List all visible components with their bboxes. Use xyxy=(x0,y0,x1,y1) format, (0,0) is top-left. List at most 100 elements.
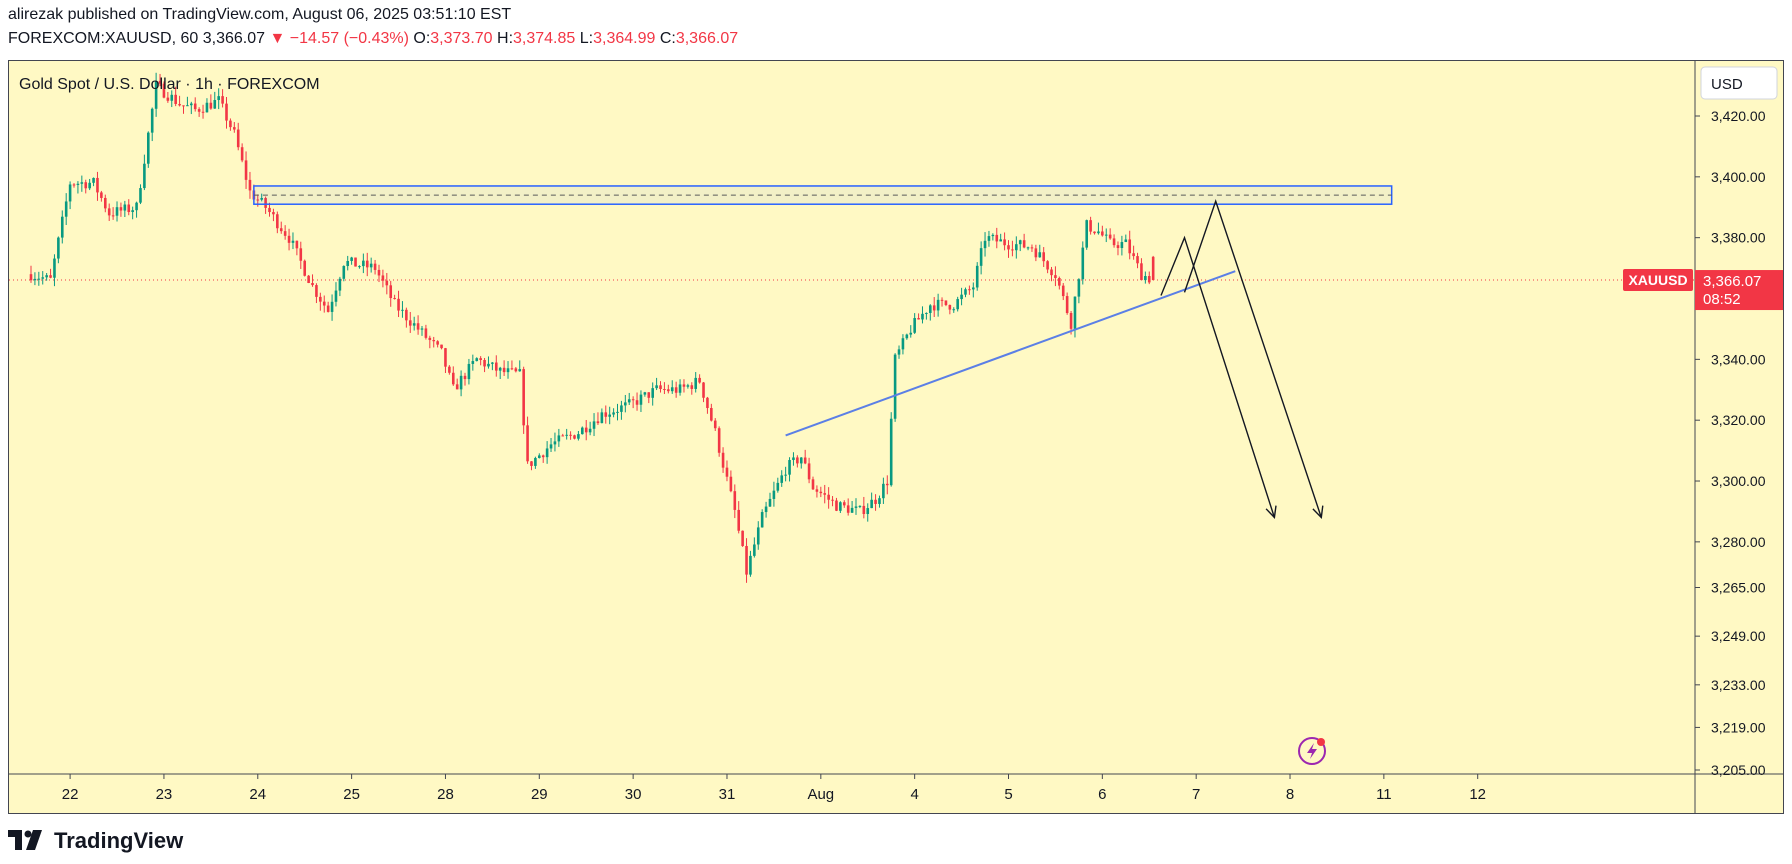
candle-body xyxy=(1061,285,1065,297)
candle-body xyxy=(518,369,522,372)
chart-frame[interactable]: 3,420.00 3,400.00 3,380.00 3,340.00 3,320.00… xyxy=(8,60,1784,814)
candle-body xyxy=(1116,245,1120,249)
currency-button[interactable]: USD xyxy=(1700,66,1778,100)
candle-body xyxy=(377,269,381,276)
candle-body xyxy=(358,266,361,268)
candle-body xyxy=(725,467,729,477)
candle-body xyxy=(444,348,447,367)
candle-body xyxy=(897,349,901,355)
x-tick-label: 4 xyxy=(910,786,918,803)
candle-body xyxy=(1042,252,1045,262)
candle-body xyxy=(604,412,608,417)
candle-body xyxy=(307,275,310,283)
candle-body xyxy=(972,287,975,290)
candle-body xyxy=(1089,220,1092,232)
candle-body xyxy=(823,493,827,495)
candle-body xyxy=(901,338,905,350)
close-value: 3,366.07 xyxy=(675,30,739,47)
published-line: alirezak published on TradingView.com, A… xyxy=(8,6,512,23)
candle-body xyxy=(854,506,858,508)
candle-body xyxy=(96,177,99,193)
candle-body xyxy=(964,289,967,295)
candle-body xyxy=(123,204,127,211)
candle-body xyxy=(917,318,920,320)
candle-body xyxy=(268,207,271,213)
candle-body xyxy=(365,260,369,268)
candle-body xyxy=(729,476,733,492)
x-tick-label: Aug xyxy=(807,786,834,803)
price-axis-background[interactable] xyxy=(1695,61,1783,774)
candle-body xyxy=(182,105,185,107)
candle-body xyxy=(506,368,510,373)
candle-body xyxy=(698,377,701,383)
candle-body xyxy=(784,474,787,476)
candle-body xyxy=(405,309,408,321)
candle-body xyxy=(1140,263,1143,281)
open-value: 3,373.70 xyxy=(430,30,493,47)
candle-body xyxy=(835,500,838,511)
candle-body xyxy=(260,198,263,200)
candle-body xyxy=(807,463,811,480)
candle-body xyxy=(201,111,205,113)
candle-body xyxy=(991,234,995,237)
candle-body xyxy=(76,183,80,185)
candle-body xyxy=(311,282,314,286)
candle-body xyxy=(494,362,498,371)
candle-body xyxy=(33,278,37,281)
candle-body xyxy=(776,482,780,491)
tradingview-logo[interactable]: TradingView xyxy=(8,828,183,854)
y-tick-label: 3,219.00 xyxy=(1711,719,1766,735)
candle-body xyxy=(440,344,443,349)
candle-body xyxy=(103,197,107,209)
candle-body xyxy=(733,491,737,510)
y-tick-label: 3,249.00 xyxy=(1711,628,1766,644)
time-axis-background[interactable] xyxy=(9,774,1783,813)
candle-body xyxy=(874,499,877,504)
candle-body xyxy=(530,461,533,466)
candle-body xyxy=(1081,247,1085,280)
candle-body xyxy=(147,132,150,164)
candle-body xyxy=(1011,249,1014,251)
candle-body xyxy=(225,103,228,121)
candle-body xyxy=(1015,244,1018,251)
time-axis: 22 23 24 25 28 29 30 31 Aug 4 5 6 7 8 11 12 xyxy=(62,774,1486,803)
candle-body xyxy=(1093,231,1096,234)
candle-body xyxy=(350,257,353,261)
chart-svg[interactable]: 3,420.00 3,400.00 3,380.00 3,340.00 3,320.00… xyxy=(9,61,1783,813)
x-tick-label: 22 xyxy=(62,786,79,803)
candle-body xyxy=(624,402,627,406)
candle-body xyxy=(741,530,744,546)
close-label: C: xyxy=(659,30,676,47)
candle-body xyxy=(913,318,916,333)
candle-body xyxy=(326,305,330,312)
candle-body xyxy=(451,372,455,385)
candle-body xyxy=(170,94,174,101)
candle-body xyxy=(162,83,166,98)
candle-body xyxy=(979,248,983,266)
candle-body xyxy=(1038,252,1042,258)
candle-body xyxy=(283,231,287,236)
candle-body xyxy=(1128,239,1132,254)
candle-body xyxy=(584,427,588,433)
candle-body xyxy=(1054,275,1057,278)
y-tick-label: 3,380.00 xyxy=(1711,230,1766,246)
candle-body xyxy=(362,260,365,267)
candle-body xyxy=(115,207,119,216)
candle-body xyxy=(100,192,103,198)
candle-body xyxy=(799,457,803,464)
candle-body xyxy=(620,405,623,412)
lightning-icon[interactable] xyxy=(1298,737,1326,765)
candle-body xyxy=(150,108,154,133)
candle-body xyxy=(193,103,197,110)
y-tick-label: 3,340.00 xyxy=(1711,351,1766,367)
candle-body xyxy=(674,387,678,393)
candle-body xyxy=(846,505,850,513)
candle-body xyxy=(885,483,889,486)
candle-body xyxy=(706,397,709,409)
low-value: 3,364.99 xyxy=(593,30,656,47)
candle-body xyxy=(952,309,956,311)
candle-body xyxy=(432,340,436,342)
candle-body xyxy=(424,328,428,338)
candle-body xyxy=(581,427,584,435)
candle-body xyxy=(354,257,357,267)
